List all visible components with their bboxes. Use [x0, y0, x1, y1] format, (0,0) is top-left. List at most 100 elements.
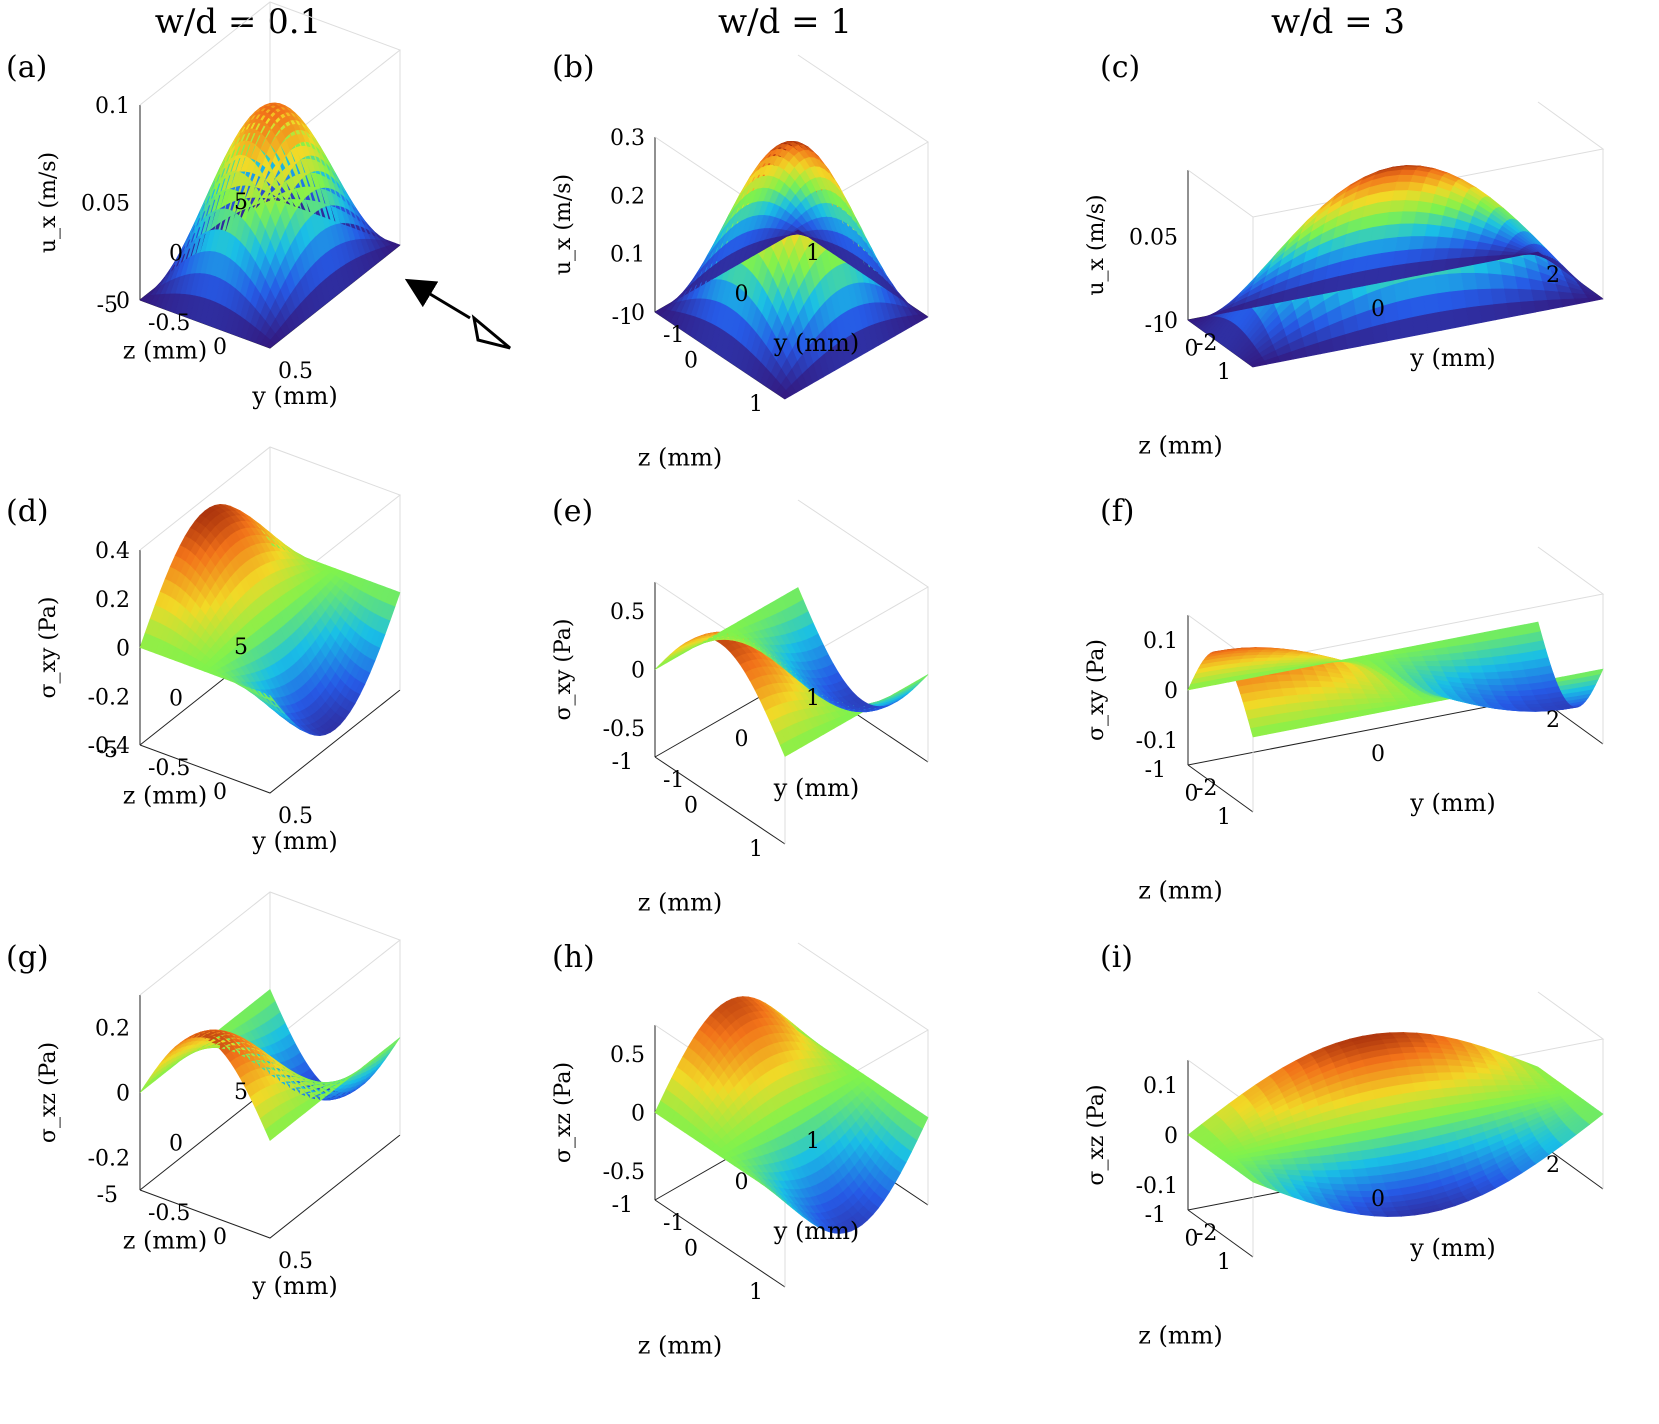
surface-patch: [139, 1080, 151, 1093]
z-coord-tick-label: 1: [1217, 805, 1231, 830]
panel-label-g: (g): [6, 940, 49, 975]
y-coord-tick-label: 2: [1546, 263, 1560, 288]
z-coord-tick-label: -1: [612, 305, 633, 330]
surface-patch: [1406, 276, 1424, 299]
column-title-1: w/d = 0.1: [154, 2, 322, 42]
axis-frame-depth: [654, 756, 786, 845]
panel-label-f: (f): [1100, 494, 1135, 529]
back-grid: [654, 54, 929, 225]
y-axis-label: y (mm): [773, 329, 859, 357]
surface-patch: [1282, 694, 1300, 705]
panel-a: 00.050.150-5-0.500.5u_x (m/s)z (mm)y (mm…: [36, 1, 402, 410]
z-axis-tick-label: 0: [1164, 679, 1178, 704]
surface-patch: [1438, 309, 1456, 331]
z-axis-label: z (mm): [1138, 432, 1223, 460]
y-axis-label: y (mm): [773, 774, 859, 802]
back-grid: [139, 446, 402, 599]
z-axis-label: z (mm): [123, 1227, 208, 1255]
panel-g: -0.200.250-5-0.500.5σ_xz (Pa)z (mm)y (mm…: [36, 891, 402, 1300]
z-axis-tick-label: 0: [1164, 309, 1178, 334]
surface-patch: [1452, 307, 1469, 329]
z-coord-tick-label: -5: [97, 1183, 118, 1208]
z-axis-tick-label: 0.05: [1129, 226, 1178, 251]
z-coord-tick-label: 0: [169, 687, 183, 712]
surface-patch: [1407, 181, 1424, 192]
surface-patch: [1497, 626, 1514, 639]
z-axis-tick-label: 0.2: [610, 184, 645, 209]
y-coord-tick-label: -2: [1196, 776, 1217, 801]
z-coord-tick-label: 5: [234, 635, 248, 660]
z-axis-tick-label: 0.1: [1143, 629, 1178, 654]
surface-patch: [1425, 311, 1442, 334]
axis-frame: [139, 689, 401, 794]
surface-patch: [1426, 212, 1444, 227]
y-coord-tick-label: 1: [806, 241, 820, 266]
y-coord-tick-label: -1: [663, 323, 684, 348]
z-axis-tick-label: 0: [631, 659, 645, 684]
panel-label-d: (d): [6, 494, 49, 529]
back-grid: [139, 1, 402, 154]
z-axis-label: z (mm): [638, 444, 723, 472]
y-axis-label: y (mm): [251, 1272, 337, 1300]
y-coord-tick-label: -0.5: [148, 1201, 190, 1226]
z-coord-tick-label: -5: [97, 738, 118, 763]
z-coord-tick-label: 1: [749, 837, 763, 862]
panel-label-c: (c): [1100, 50, 1141, 85]
panel-label-e: (e): [552, 494, 594, 529]
z-coord-tick-label: 1: [1217, 360, 1231, 385]
y-coord-tick-label: -1: [663, 768, 684, 793]
z-axis-tick-label: 0.1: [95, 94, 130, 119]
surface-patch: [1187, 316, 1205, 323]
z-coord-tick-label: 0: [169, 242, 183, 267]
y-coord-tick-label: 0.5: [278, 359, 313, 384]
y-coord-tick-label: 0: [735, 282, 749, 307]
surface-patch: [1415, 200, 1433, 214]
z-coord-tick-label: 0: [684, 794, 698, 819]
y-coord-tick-label: 2: [1546, 708, 1560, 733]
z-coord-tick-label: 5: [234, 190, 248, 215]
y-axis-label: y (mm): [251, 382, 337, 410]
z-axis-tick-label: 0: [116, 637, 130, 662]
z-axis-tick-label: -0.5: [603, 717, 645, 742]
z-axis-tick-label: 0.2: [95, 588, 130, 613]
z-axis-tick-label: 0: [116, 289, 130, 314]
z-coord-tick-label: -1: [1145, 758, 1166, 783]
column-title-2: w/d = 1: [717, 2, 853, 42]
y-axis-label: y (mm): [1409, 789, 1495, 817]
surface-patch: [654, 308, 667, 316]
y-coord-tick-label: 0.5: [278, 1249, 313, 1274]
surface-patch: [1264, 680, 1282, 690]
column-title-3: w/d = 3: [1270, 2, 1406, 42]
z-axis-tick-label: 0.05: [81, 192, 130, 217]
y-coord-tick-label: 0.5: [278, 804, 313, 829]
y-coord-tick-label: 1: [806, 686, 820, 711]
surface-patch: [1483, 629, 1501, 642]
vertical-axis-label: u_x (m/s): [36, 152, 61, 253]
y-coord-tick-label: 0: [213, 1225, 227, 1250]
z-axis-tick-label: -0.2: [88, 1147, 130, 1172]
y-coord-tick-label: 0: [1371, 742, 1385, 767]
panel-d: -0.4-0.200.20.450-5-0.500.5σ_xy (Pa)z (m…: [36, 446, 402, 855]
z-coord-tick-label: 0: [684, 349, 698, 374]
z-axis-tick-label: 0.4: [95, 539, 130, 564]
vertical-axis-label: σ_xz (Pa): [36, 1042, 61, 1143]
surface-patch: [139, 295, 151, 303]
surface-patch: [1298, 700, 1316, 711]
surface-patch: [1422, 292, 1440, 315]
z-coord-tick-label: 0: [169, 1132, 183, 1157]
z-coord-tick-label: 5: [234, 1080, 248, 1105]
surface-patch: [1409, 295, 1426, 318]
surface-patch: [654, 661, 666, 670]
z-axis-tick-label: 0: [116, 1082, 130, 1107]
y-coord-tick-label: 0: [1371, 297, 1385, 322]
z-coord-tick-label: -5: [97, 293, 118, 318]
y-coord-tick-label: 0: [735, 727, 749, 752]
z-coord-tick-label: 1: [749, 392, 763, 417]
y-coord-tick-label: 0: [213, 780, 227, 805]
surface-patch: [1496, 670, 1514, 679]
